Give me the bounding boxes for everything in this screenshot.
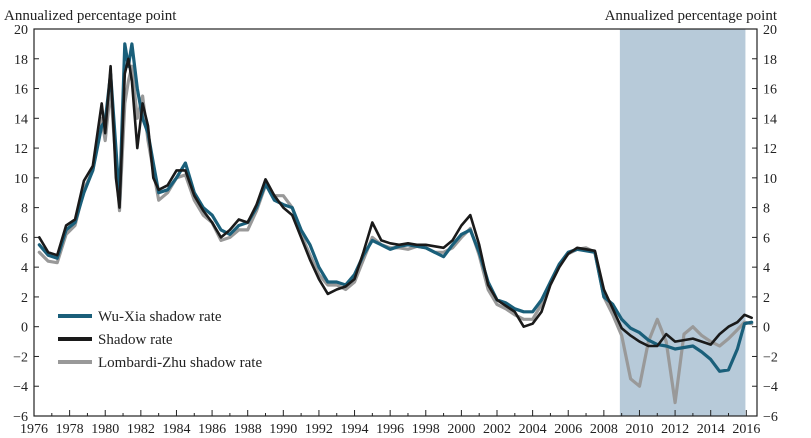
x-tick-label: 1986 [198, 422, 226, 437]
x-tick-label: 1994 [341, 422, 369, 437]
x-tick-label: 1992 [305, 422, 333, 437]
y-tick-label-right: 14 [763, 112, 777, 127]
x-tick-label: 2012 [661, 422, 689, 437]
x-tick-label: 2000 [447, 422, 475, 437]
y-tick-label-left: 6 [21, 231, 28, 246]
y-tick-label-right: 18 [763, 53, 777, 68]
series-line-lombardi-zhu-shadow-rate [37, 64, 754, 405]
x-tick-label: 2004 [519, 422, 547, 437]
y-tick-label-left: −2 [13, 350, 28, 365]
plot-frame [33, 28, 758, 417]
series-line-wu-xia-shadow-rate [37, 42, 754, 373]
x-axis-ticks: 1976 1978 1980 1982 1984 1986 1988 1990 1992 1994… [20, 410, 760, 437]
y-tick-label-right: 0 [763, 321, 770, 336]
x-tick-label: 1980 [91, 422, 119, 437]
series-line-shadow-rate [37, 57, 754, 348]
y-tick-label-left: 4 [21, 261, 28, 276]
series-lines [37, 42, 754, 405]
y-axis-title-left: Annualized percentage point [4, 8, 177, 24]
x-tick-label: 1982 [127, 422, 155, 437]
x-tick-label: 1978 [56, 422, 84, 437]
y-tick-label-left: 10 [14, 172, 28, 187]
y-tick-label-right: 2 [763, 291, 770, 306]
y-tick-label-right: 4 [763, 261, 770, 276]
y-tick-label-right: 8 [763, 202, 770, 217]
x-tick-label: 1998 [412, 422, 440, 437]
x-tick-label: 1996 [376, 422, 404, 437]
y-tick-label-right: −4 [763, 380, 778, 395]
legend-label: Lombardi-Zhu shadow rate [98, 355, 262, 371]
y-axis-ticks-right: −6 −4 −2 0 2 4 6 8 10 12 14 16 18 20 [752, 23, 778, 425]
legend: Wu-Xia shadow rate Shadow rate Lombardi-Zh… [58, 309, 262, 371]
y-tick-label-left: 18 [14, 53, 28, 68]
y-tick-label-left: −6 [13, 410, 28, 425]
x-tick-label: 2002 [483, 422, 511, 437]
shaded-recession-region [619, 29, 746, 416]
legend-label: Shadow rate [98, 332, 173, 348]
x-tick-label: 1976 [20, 422, 48, 437]
x-tick-label: 1984 [162, 422, 190, 437]
y-tick-label-left: 8 [21, 202, 28, 217]
y-tick-label-left: 20 [14, 23, 28, 38]
y-tick-label-right: −2 [763, 350, 778, 365]
y-tick-label-right: −6 [763, 410, 778, 425]
y-tick-label-right: 12 [763, 142, 777, 157]
x-tick-label: 2016 [732, 422, 760, 437]
y-tick-label-right: 6 [763, 231, 770, 246]
y-tick-label-right: 10 [763, 172, 777, 187]
x-tick-label: 1990 [269, 422, 297, 437]
y-tick-label-left: −4 [13, 380, 28, 395]
y-axis-title-right: Annualized percentage point [605, 8, 778, 24]
y-tick-label-left: 16 [14, 83, 28, 98]
y-axis-ticks-left: −6 −4 −2 0 2 4 6 8 10 12 14 16 18 20 [13, 23, 39, 425]
y-tick-label-right: 16 [763, 83, 777, 98]
x-tick-label: 1988 [234, 422, 262, 437]
x-tick-label: 2010 [625, 422, 653, 437]
x-tick-label: 2006 [554, 422, 582, 437]
y-tick-label-left: 0 [21, 321, 28, 336]
x-tick-label: 2008 [590, 422, 618, 437]
y-tick-label-left: 2 [21, 291, 28, 306]
y-tick-label-left: 14 [14, 112, 28, 127]
x-tick-label: 2014 [697, 422, 725, 437]
y-tick-label-right: 20 [763, 23, 777, 38]
y-tick-label-left: 12 [14, 142, 28, 157]
legend-label: Wu-Xia shadow rate [98, 309, 222, 325]
